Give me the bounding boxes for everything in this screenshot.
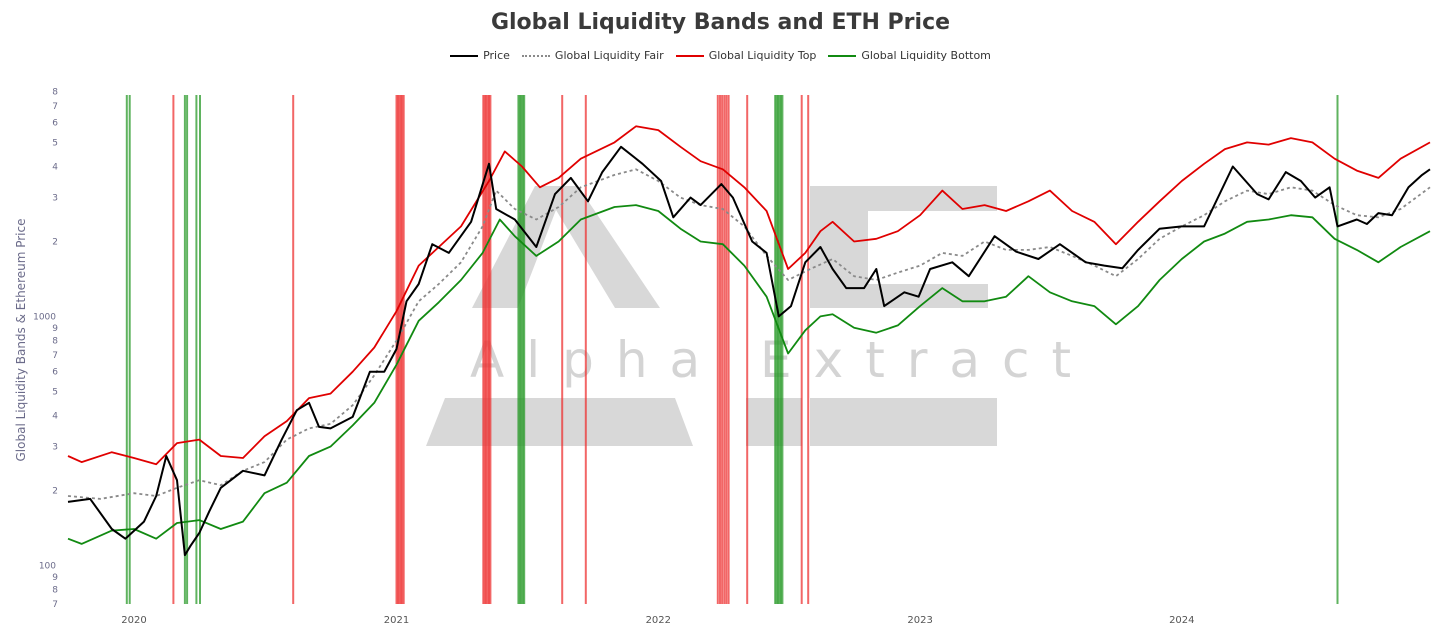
- y-tick-label: 4: [52, 412, 58, 422]
- signal-bar: [520, 95, 523, 604]
- y-tick-label: 5: [52, 387, 58, 397]
- signal-bar: [719, 95, 721, 604]
- signal-bar: [716, 95, 719, 604]
- y-tick-label: 9: [52, 324, 58, 334]
- signal-bar: [721, 95, 724, 604]
- signal-bar: [488, 95, 490, 604]
- y-tick-label: 7: [52, 102, 58, 112]
- signal-bar: [489, 95, 492, 604]
- y-tick-label: 2: [52, 487, 58, 497]
- signal-bar: [800, 95, 803, 604]
- legend-swatch: [521, 54, 550, 57]
- y-tick-label: 6: [52, 368, 58, 378]
- signal-bar: [195, 95, 198, 604]
- x-tick-label: 2024: [1169, 615, 1194, 626]
- signal-bar: [186, 95, 189, 604]
- series-line: [67, 168, 1431, 500]
- y-tick-label: 9: [52, 573, 58, 583]
- signal-bar: [561, 95, 564, 604]
- watermark-shape: [472, 186, 660, 308]
- signal-bar: [486, 95, 489, 604]
- watermark-shape: [426, 398, 693, 446]
- y-tick-label: 7: [52, 351, 58, 361]
- signal-bar: [807, 95, 810, 604]
- signal-bar: [777, 95, 779, 604]
- signal-bar: [128, 95, 131, 604]
- signal-bar: [396, 95, 399, 604]
- signal-bar: [292, 95, 295, 604]
- y-tick-label: 2: [52, 238, 58, 248]
- y-tick-label: 8: [52, 586, 58, 596]
- y-tick-label: 7: [52, 600, 58, 610]
- watermark-shape: [810, 398, 997, 446]
- x-tick-label: 2022: [646, 615, 671, 626]
- watermark-shape: [810, 186, 997, 211]
- legend: Price Global Liquidity Fair Global Liquidi…: [0, 49, 1441, 62]
- signal-bar: [1336, 95, 1339, 604]
- signal-bar: [199, 95, 201, 604]
- signal-bar: [781, 95, 784, 604]
- y-tick-label: 1000: [33, 312, 56, 322]
- legend-swatch: [450, 54, 479, 57]
- x-tick-label: 2020: [121, 615, 146, 626]
- legend-swatch: [828, 54, 857, 57]
- watermark-logo: Alpha Extract: [426, 186, 1093, 446]
- legend-label: Global Liquidity Top: [708, 49, 817, 62]
- signal-bar: [398, 95, 401, 604]
- legend-item[interactable]: Global Liquidity Top: [675, 49, 817, 62]
- signal-bar: [172, 95, 175, 604]
- signal-bar: [523, 95, 526, 604]
- watermark-shape: [810, 211, 868, 308]
- legend-label: Global Liquidity Bottom: [861, 49, 991, 62]
- chart-title: Global Liquidity Bands and ETH Price: [490, 10, 951, 35]
- signal-bar: [482, 95, 485, 604]
- signal-bar: [517, 95, 520, 604]
- signal-bar: [518, 95, 521, 604]
- y-tick-label: 3: [52, 194, 58, 204]
- y-tick-label: 8: [52, 88, 58, 98]
- signal-bar: [483, 95, 486, 604]
- legend-label: Price: [483, 49, 510, 62]
- signal-bar: [725, 95, 728, 604]
- signal-bar: [727, 95, 730, 604]
- series-line: [67, 145, 1431, 557]
- signal-bar: [779, 95, 782, 604]
- x-tick-label: 2021: [384, 615, 409, 626]
- signal-bar: [774, 95, 777, 604]
- signal-bar: [746, 95, 749, 604]
- series-line: [67, 204, 1431, 545]
- signal-bar: [399, 95, 402, 604]
- legend-item[interactable]: Price: [450, 49, 510, 62]
- legend-swatch: [675, 54, 704, 57]
- legend-item[interactable]: Global Liquidity Fair: [521, 49, 664, 62]
- watermark-text: Alpha Extract: [470, 331, 1093, 389]
- signal-bar: [723, 95, 726, 604]
- x-tick-label: 2023: [907, 615, 932, 626]
- signal-bar: [401, 95, 404, 604]
- watermark-shape: [746, 398, 802, 446]
- signal-bar: [775, 95, 778, 604]
- signal-bar: [183, 95, 186, 604]
- y-tick-label: 100: [39, 561, 56, 571]
- signal-bar: [778, 95, 781, 604]
- y-tick-label: 6: [52, 119, 58, 129]
- signal-bar: [521, 95, 524, 604]
- y-tick-label: 8: [52, 337, 58, 347]
- signal-bar: [584, 95, 587, 604]
- legend-label: Global Liquidity Fair: [554, 49, 664, 62]
- y-tick-label: 5: [52, 138, 58, 148]
- legend-item[interactable]: Global Liquidity Bottom: [828, 49, 991, 62]
- signal-bar: [125, 95, 128, 604]
- signal-bar: [485, 95, 488, 604]
- y-tick-label: 3: [52, 443, 58, 453]
- y-tick-label: 4: [52, 163, 58, 173]
